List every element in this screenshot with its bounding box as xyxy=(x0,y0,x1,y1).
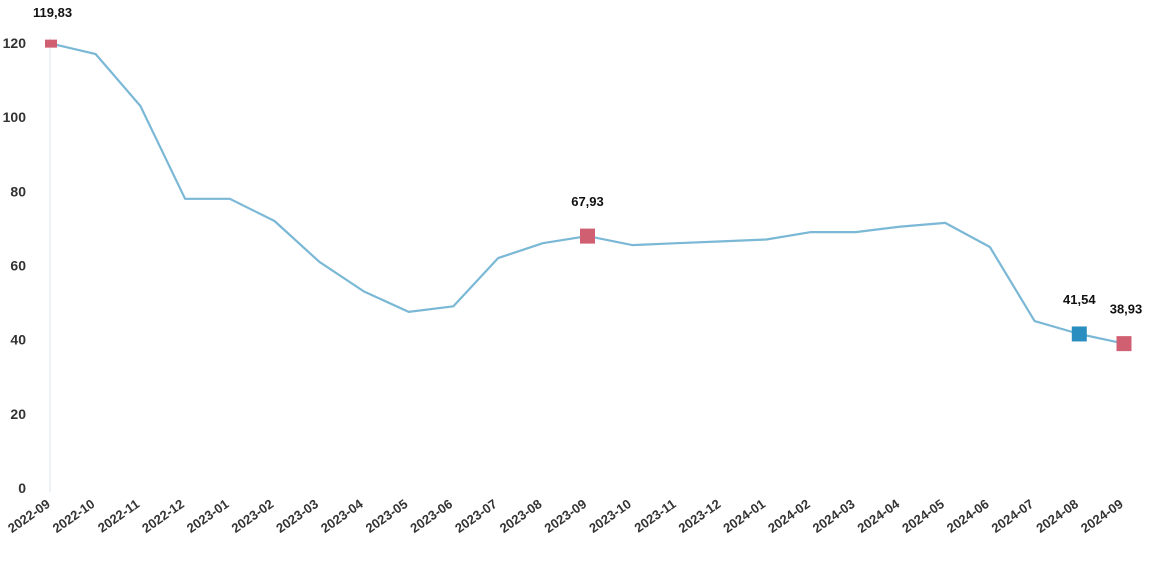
x-tick-label: 2023-10 xyxy=(586,496,634,536)
x-tick-label: 2024-06 xyxy=(944,496,992,536)
x-axis-ticks: 2022-092022-102022-112022-122023-012023-… xyxy=(5,496,1126,536)
x-tick-label: 2023-03 xyxy=(273,496,321,536)
x-tick-label: 2024-05 xyxy=(899,496,947,536)
x-tick-label: 2023-11 xyxy=(632,496,679,535)
x-tick-label: 2024-08 xyxy=(1033,496,1081,536)
x-tick-label: 2023-02 xyxy=(229,496,277,536)
x-tick-label: 2024-02 xyxy=(765,496,813,536)
x-tick-label: 2024-04 xyxy=(854,496,902,536)
y-tick-label: 20 xyxy=(10,406,26,422)
data-point-marker xyxy=(580,228,595,244)
x-tick-label: 2022-09 xyxy=(5,496,53,536)
x-tick-label: 2024-09 xyxy=(1078,496,1126,536)
y-tick-label: 60 xyxy=(10,258,26,274)
x-tick-label: 2024-01 xyxy=(720,496,768,536)
y-tick-label: 80 xyxy=(10,183,26,199)
x-tick-label: 2023-08 xyxy=(497,496,545,536)
x-tick-label: 2023-04 xyxy=(318,496,366,536)
x-tick-label: 2023-05 xyxy=(363,496,411,536)
data-label: 41,54 xyxy=(1063,292,1096,307)
y-tick-label: 120 xyxy=(3,35,27,51)
y-tick-label: 100 xyxy=(3,109,27,125)
data-point-marker xyxy=(1116,336,1132,352)
x-tick-label: 2024-07 xyxy=(989,496,1037,536)
data-point-marker xyxy=(1071,326,1087,342)
data-point-marker xyxy=(45,39,57,48)
y-tick-label: 0 xyxy=(18,480,26,496)
data-label: 67,93 xyxy=(571,194,604,209)
x-tick-label: 2023-12 xyxy=(676,496,724,536)
y-axis-ticks: 0 20 40 60 80 100 120 xyxy=(3,35,27,496)
x-tick-label: 2024-03 xyxy=(810,496,858,536)
data-label: 119,83 xyxy=(33,5,72,20)
highlight-markers xyxy=(45,39,1132,352)
x-tick-label: 2023-07 xyxy=(452,496,500,536)
data-labels: 119,83 67,93 41,54 38,93 xyxy=(33,5,1142,317)
x-tick-label: 2022-10 xyxy=(50,496,98,536)
x-tick-label: 2023-01 xyxy=(184,496,232,536)
x-tick-label: 2022-11 xyxy=(95,496,142,535)
y-tick-label: 40 xyxy=(10,332,26,348)
data-label: 38,93 xyxy=(1110,302,1143,317)
x-tick-label: 2023-09 xyxy=(542,496,590,536)
x-tick-label: 2022-12 xyxy=(139,496,187,536)
x-tick-label: 2023-06 xyxy=(407,496,455,536)
